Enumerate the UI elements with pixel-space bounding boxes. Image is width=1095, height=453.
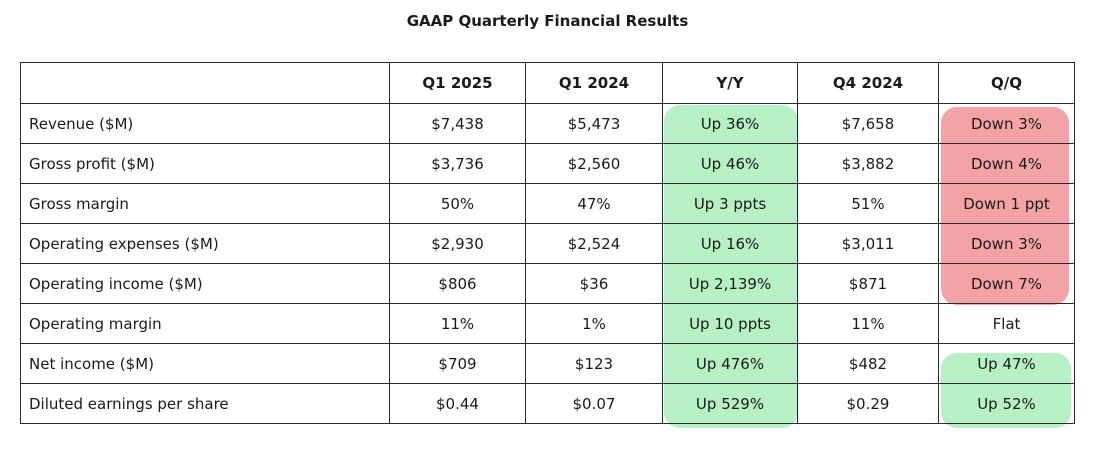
financial-results-table-container: Q1 2025 Q1 2024 Y/Y Q4 2024 Q/Q Revenue … xyxy=(20,62,1075,430)
table-row: Gross margin 50% 47% Up 3 ppts 51% Down 1 ppt xyxy=(20,183,1075,224)
table-row: Net income ($M) $709 $123 Up 476% $482 Up 47% xyxy=(20,343,1075,384)
cell-q1-2025: $7,438 xyxy=(389,103,526,144)
cell-yy: Up 3 ppts xyxy=(662,183,798,224)
cell-qq: Up 47% xyxy=(938,343,1075,384)
header-cell-q1-2024: Q1 2024 xyxy=(525,62,663,104)
cell-yy: Up 529% xyxy=(662,383,798,424)
table-header-row: Q1 2025 Q1 2024 Y/Y Q4 2024 Q/Q xyxy=(20,62,1075,104)
cell-qq: Down 7% xyxy=(938,263,1075,304)
cell-q1-2024: 1% xyxy=(525,303,663,344)
cell-q4-2024: 11% xyxy=(797,303,939,344)
financial-results-table: Q1 2025 Q1 2024 Y/Y Q4 2024 Q/Q Revenue … xyxy=(20,62,1075,424)
cell-yy: Up 36% xyxy=(662,103,798,144)
cell-q4-2024: $871 xyxy=(797,263,939,304)
table-row: Revenue ($M) $7,438 $5,473 Up 36% $7,658 Down… xyxy=(20,103,1075,144)
cell-q1-2025: $0.44 xyxy=(389,383,526,424)
cell-qq: Down 1 ppt xyxy=(938,183,1075,224)
cell-q1-2025: 50% xyxy=(389,183,526,224)
header-cell-q1-2025: Q1 2025 xyxy=(389,62,526,104)
cell-q1-2024: $5,473 xyxy=(525,103,663,144)
cell-q4-2024: $0.29 xyxy=(797,383,939,424)
row-label: Operating income ($M) xyxy=(20,263,390,304)
row-label: Gross profit ($M) xyxy=(20,143,390,184)
cell-q4-2024: $3,882 xyxy=(797,143,939,184)
header-cell-qq: Q/Q xyxy=(938,62,1075,104)
row-label: Operating expenses ($M) xyxy=(20,223,390,264)
cell-q1-2024: $0.07 xyxy=(525,383,663,424)
row-label: Operating margin xyxy=(20,303,390,344)
cell-q1-2025: $709 xyxy=(389,343,526,384)
cell-yy: Up 2,139% xyxy=(662,263,798,304)
cell-q1-2025: 11% xyxy=(389,303,526,344)
cell-q4-2024: 51% xyxy=(797,183,939,224)
table-row: Gross profit ($M) $3,736 $2,560 Up 46% $3,88… xyxy=(20,143,1075,184)
cell-yy: Up 476% xyxy=(662,343,798,384)
row-label: Gross margin xyxy=(20,183,390,224)
header-cell-yy: Y/Y xyxy=(662,62,798,104)
cell-q4-2024: $7,658 xyxy=(797,103,939,144)
row-label: Net income ($M) xyxy=(20,343,390,384)
cell-qq: Flat xyxy=(938,303,1075,344)
cell-yy: Up 10 ppts xyxy=(662,303,798,344)
table-row: Operating expenses ($M) $2,930 $2,524 Up 16… xyxy=(20,223,1075,264)
cell-qq: Down 4% xyxy=(938,143,1075,184)
cell-qq: Down 3% xyxy=(938,223,1075,264)
page-title: GAAP Quarterly Financial Results xyxy=(406,12,689,30)
cell-q4-2024: $482 xyxy=(797,343,939,384)
cell-qq: Down 3% xyxy=(938,103,1075,144)
cell-q1-2025: $3,736 xyxy=(389,143,526,184)
table-row: Operating margin 11% 1% Up 10 ppts 11% Flat xyxy=(20,303,1075,344)
cell-yy: Up 46% xyxy=(662,143,798,184)
table-row: Operating income ($M) $806 $36 Up 2,139% $87… xyxy=(20,263,1075,304)
cell-q4-2024: $3,011 xyxy=(797,223,939,264)
header-cell-label xyxy=(20,62,390,104)
cell-yy: Up 16% xyxy=(662,223,798,264)
row-label: Diluted earnings per share xyxy=(20,383,390,424)
cell-q1-2025: $806 xyxy=(389,263,526,304)
cell-q1-2024: $2,524 xyxy=(525,223,663,264)
cell-qq: Up 52% xyxy=(938,383,1075,424)
cell-q1-2024: 47% xyxy=(525,183,663,224)
row-label: Revenue ($M) xyxy=(20,103,390,144)
cell-q1-2024: $36 xyxy=(525,263,663,304)
cell-q1-2025: $2,930 xyxy=(389,223,526,264)
cell-q1-2024: $123 xyxy=(525,343,663,384)
cell-q1-2024: $2,560 xyxy=(525,143,663,184)
table-row: Diluted earnings per share $0.44 $0.07 Up 5… xyxy=(20,383,1075,424)
header-cell-q4-2024: Q4 2024 xyxy=(797,62,939,104)
